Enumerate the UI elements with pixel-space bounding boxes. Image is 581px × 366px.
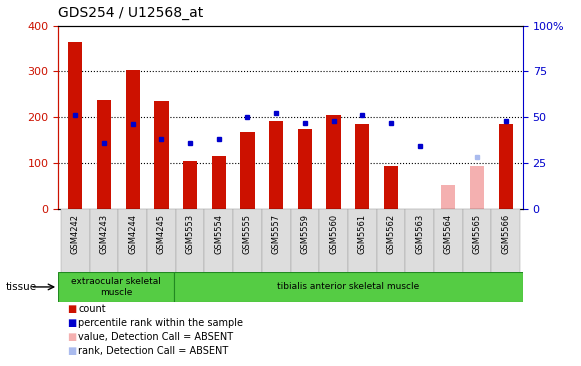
Bar — [89, 209, 119, 273]
Text: ■: ■ — [67, 318, 76, 328]
Text: GSM5564: GSM5564 — [444, 214, 453, 254]
Text: GSM5555: GSM5555 — [243, 214, 252, 254]
Text: GSM5566: GSM5566 — [501, 214, 510, 254]
Bar — [119, 209, 147, 273]
Bar — [498, 124, 513, 209]
Bar — [383, 166, 398, 209]
Text: GSM5565: GSM5565 — [472, 214, 482, 254]
Bar — [97, 100, 111, 209]
Bar — [205, 209, 233, 273]
Text: count: count — [78, 304, 106, 314]
Text: tibialis anterior skeletal muscle: tibialis anterior skeletal muscle — [278, 283, 419, 291]
Bar — [68, 42, 83, 209]
Bar — [348, 209, 376, 273]
Bar — [297, 128, 312, 209]
Text: ■: ■ — [67, 332, 76, 342]
Bar — [174, 272, 523, 302]
Text: GSM5557: GSM5557 — [272, 214, 281, 254]
Text: GSM5563: GSM5563 — [415, 214, 424, 254]
Bar — [376, 209, 406, 273]
Text: GDS254 / U12568_at: GDS254 / U12568_at — [58, 6, 203, 20]
Text: ■: ■ — [67, 304, 76, 314]
Text: ■: ■ — [67, 346, 76, 356]
Bar — [290, 209, 319, 273]
Bar — [61, 209, 89, 273]
Bar — [269, 121, 284, 209]
Bar — [58, 272, 174, 302]
Text: GSM5562: GSM5562 — [386, 214, 396, 254]
Bar — [319, 209, 348, 273]
Text: rank, Detection Call = ABSENT: rank, Detection Call = ABSENT — [78, 346, 229, 356]
Bar — [441, 185, 456, 209]
Text: GSM4242: GSM4242 — [71, 214, 80, 254]
Text: GSM4244: GSM4244 — [128, 214, 137, 254]
Bar — [355, 124, 370, 209]
Bar — [434, 209, 462, 273]
Text: GSM5554: GSM5554 — [214, 214, 223, 254]
Bar — [183, 161, 198, 209]
Text: percentile rank within the sample: percentile rank within the sample — [78, 318, 243, 328]
Text: tissue: tissue — [6, 282, 37, 292]
Bar — [147, 209, 175, 273]
Bar — [462, 209, 492, 273]
Bar — [233, 209, 262, 273]
Text: extraocular skeletal
muscle: extraocular skeletal muscle — [71, 277, 161, 297]
Text: GSM5553: GSM5553 — [185, 214, 195, 254]
Bar — [241, 132, 254, 209]
Text: GSM5560: GSM5560 — [329, 214, 338, 254]
Bar — [327, 115, 340, 209]
Bar — [125, 70, 140, 209]
Text: GSM5561: GSM5561 — [358, 214, 367, 254]
Bar — [262, 209, 290, 273]
Text: GSM5559: GSM5559 — [300, 214, 309, 254]
Bar — [154, 101, 168, 209]
Text: GSM4243: GSM4243 — [99, 214, 109, 254]
Bar — [470, 166, 484, 209]
Bar — [406, 209, 434, 273]
Bar — [492, 209, 520, 273]
Text: GSM4245: GSM4245 — [157, 214, 166, 254]
Bar — [175, 209, 205, 273]
Text: value, Detection Call = ABSENT: value, Detection Call = ABSENT — [78, 332, 234, 342]
Bar — [211, 157, 226, 209]
